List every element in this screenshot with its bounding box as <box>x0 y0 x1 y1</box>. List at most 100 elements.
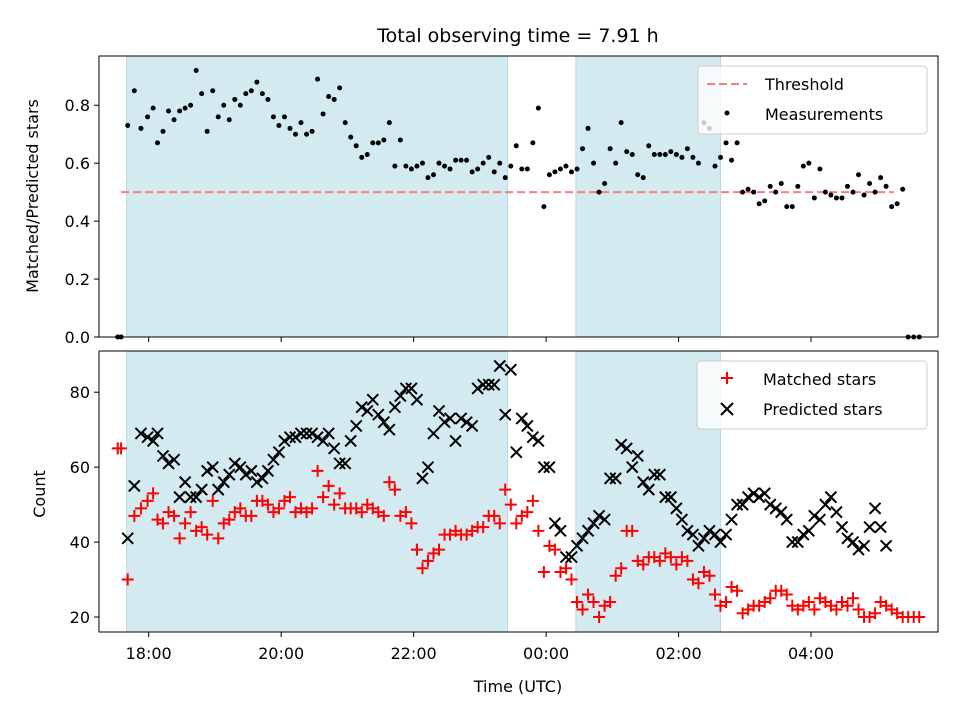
matched-point <box>841 599 854 612</box>
predicted-point <box>488 378 501 391</box>
top-y-axis-label: Matched/Predicted stars <box>23 99 42 293</box>
measurement-point <box>381 137 387 143</box>
predicted-point <box>675 513 689 526</box>
matched-point <box>328 498 341 511</box>
predicted-point <box>570 539 584 553</box>
predicted-point <box>223 468 236 481</box>
predicted-point <box>239 468 253 481</box>
matched-point <box>421 554 434 567</box>
matched-point <box>115 442 128 455</box>
measurement-point <box>718 154 724 160</box>
bottom-observing-spans <box>126 350 722 633</box>
top-y-ticks: 0.0 0.2 0.4 0.6 0.8 <box>65 96 99 347</box>
measurement-point <box>298 120 304 126</box>
measurement-point <box>557 166 563 172</box>
predicted-point <box>510 445 523 459</box>
matched-point <box>692 577 705 590</box>
measurement-point <box>414 163 420 169</box>
predicted-point <box>383 423 396 436</box>
matched-point <box>306 502 319 515</box>
predicted-point <box>708 528 722 541</box>
predicted-point <box>250 475 264 489</box>
matched-point <box>609 569 622 582</box>
predicted-point <box>482 378 495 391</box>
matched-point <box>548 543 561 556</box>
predicted-point <box>813 513 827 526</box>
predicted-point <box>471 382 484 395</box>
matched-point <box>399 506 412 519</box>
matched-point <box>141 494 154 507</box>
measurement-point <box>508 163 514 169</box>
matched-point <box>593 611 606 624</box>
predicted-point <box>725 513 738 526</box>
predicted-point <box>681 524 694 538</box>
chart-title: Total observing time = 7.91 h <box>376 25 658 47</box>
predicted-point <box>592 509 606 523</box>
measurement-point <box>762 198 768 204</box>
matched-point <box>504 498 517 511</box>
matched-point <box>615 562 628 575</box>
predicted-point <box>416 472 429 485</box>
predicted-point <box>344 434 357 448</box>
top-y-tick-label: 0.0 <box>65 328 90 347</box>
x-tick-label: 04:00 <box>788 644 834 663</box>
measurement-point <box>833 195 839 201</box>
predicted-point <box>819 498 832 511</box>
bottom-y-ticks: 20 40 60 80 <box>70 383 99 627</box>
matched-point <box>223 513 236 526</box>
measurement-point <box>243 91 249 97</box>
measurement-point <box>199 91 205 97</box>
predicted-point <box>846 535 860 549</box>
predicted-point <box>730 498 744 511</box>
measurement-point <box>856 172 862 178</box>
matched-point <box>410 543 423 556</box>
predicted-point <box>465 419 479 433</box>
measurement-point <box>828 192 834 198</box>
measurement-point <box>453 157 459 163</box>
measurement-point <box>695 160 701 166</box>
bottom-x-ticks: 18:00 20:00 22:00 00:00 02:00 04:00 <box>126 632 834 663</box>
predicted-point <box>476 378 490 391</box>
measurement-point <box>872 189 878 195</box>
measurement-point <box>364 151 370 157</box>
predicted-point <box>631 449 644 463</box>
predicted-point <box>162 457 175 470</box>
predicted-point <box>394 389 407 403</box>
predicted-point <box>300 427 313 440</box>
measurement-point <box>524 166 530 172</box>
predicted-point <box>763 498 777 511</box>
measurement-point <box>806 160 812 166</box>
matched-point <box>179 517 192 530</box>
measurement-point <box>535 105 541 111</box>
predicted-point <box>868 502 882 515</box>
top-x-ticks <box>148 337 812 342</box>
measurement-point <box>287 125 293 131</box>
measurement-point <box>447 166 453 172</box>
predicted-point <box>625 460 639 474</box>
predicted-point <box>421 460 435 474</box>
measurement-point <box>662 151 668 157</box>
measurement-point <box>723 140 729 146</box>
predicted-point <box>620 442 633 455</box>
predicted-point <box>283 430 297 444</box>
bottom-y-tick-label: 60 <box>70 458 90 477</box>
measurement-point <box>673 151 679 157</box>
matched-point <box>493 517 506 530</box>
predicted-point <box>537 460 551 474</box>
x-axis-label: Time (UTC) <box>473 677 562 696</box>
predicted-point <box>217 475 230 489</box>
matched-point <box>571 596 584 609</box>
measurement-point <box>712 163 718 169</box>
measurement-point <box>408 166 414 172</box>
predicted-point <box>736 498 749 511</box>
predicted-point <box>576 532 589 545</box>
matched-point <box>532 524 545 537</box>
top-y-tick-label: 0.4 <box>65 212 90 231</box>
predicted-point <box>841 532 854 545</box>
measurement-point <box>309 128 315 134</box>
measurement-point <box>502 175 508 181</box>
predicted-point <box>173 490 186 504</box>
matched-point <box>121 573 134 586</box>
predicted-point <box>146 434 160 448</box>
matched-point <box>664 551 677 564</box>
